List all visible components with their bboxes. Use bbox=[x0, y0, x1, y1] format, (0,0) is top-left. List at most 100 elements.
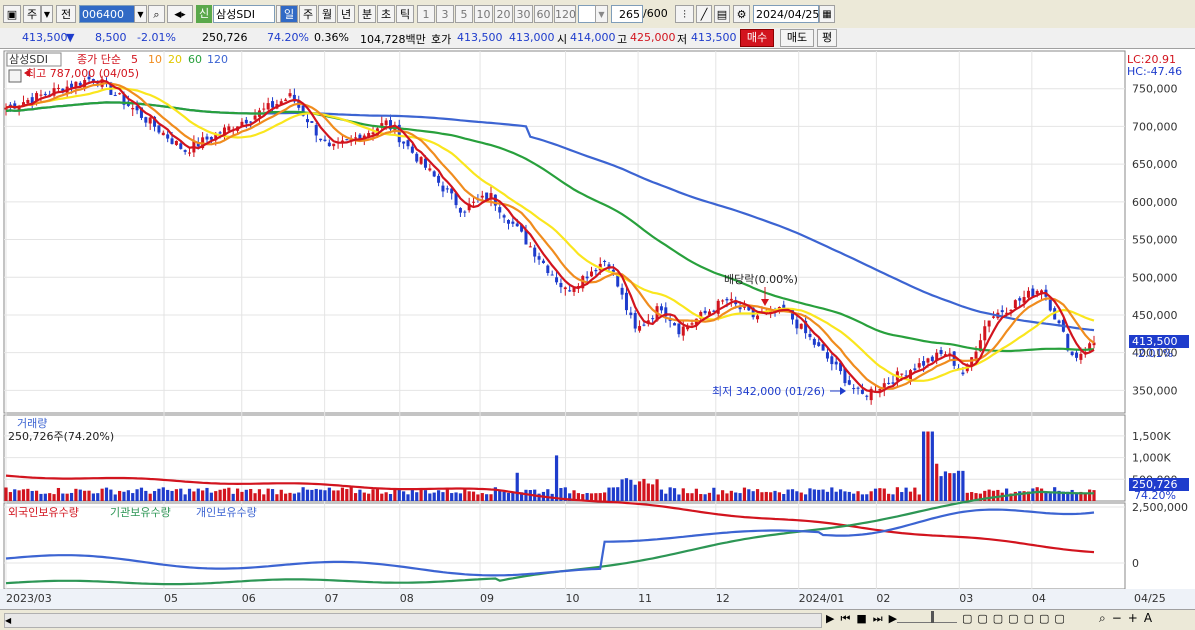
interval-5-button[interactable]: 5 bbox=[455, 5, 473, 23]
volume-bar bbox=[952, 473, 956, 501]
period-day-button[interactable]: 일 bbox=[280, 5, 298, 23]
current-price: 413,500 bbox=[22, 31, 68, 44]
zoom-slider[interactable] bbox=[897, 611, 957, 623]
interval-10-button[interactable]: 10 bbox=[474, 5, 493, 23]
candle-body bbox=[939, 350, 943, 354]
candle-body bbox=[222, 127, 226, 137]
stock-chart[interactable]: 750,000 700,000 650,000 600,000 550,000 500,0… bbox=[0, 49, 1195, 609]
candle-body bbox=[74, 81, 78, 89]
horizontal-scrollbar[interactable]: ◀ bbox=[4, 613, 822, 628]
candle-body bbox=[887, 382, 891, 384]
period-year-button[interactable]: 년 bbox=[337, 5, 355, 23]
stock-code-input[interactable]: 006400 bbox=[79, 5, 135, 23]
view-layout-icons[interactable]: ▢▢▢▢▢▢▢ bbox=[962, 612, 1070, 625]
zoom-slider-handle[interactable] bbox=[931, 611, 934, 623]
candle-body bbox=[402, 141, 406, 144]
candle-body bbox=[533, 247, 537, 257]
volume-bar bbox=[873, 488, 878, 501]
volume-bar bbox=[930, 431, 934, 501]
count-input[interactable]: 265 bbox=[611, 5, 643, 23]
candle-body bbox=[148, 117, 152, 124]
volume-bar bbox=[441, 492, 445, 501]
table-icon[interactable] bbox=[8, 69, 22, 83]
candle-body bbox=[974, 351, 978, 359]
price-tick-label: 700,000 bbox=[1132, 120, 1178, 133]
candle-body bbox=[987, 320, 991, 327]
volume-bar bbox=[1070, 489, 1074, 501]
volume-bar bbox=[148, 493, 152, 501]
save-icon[interactable]: ▤ bbox=[714, 5, 730, 23]
volume-bar bbox=[987, 489, 991, 501]
volume-bar bbox=[830, 487, 834, 501]
volume-bar bbox=[371, 489, 375, 501]
front-button[interactable]: 전 bbox=[56, 5, 76, 23]
sell-button[interactable]: 매도 bbox=[780, 29, 814, 47]
candle-body bbox=[843, 367, 847, 384]
foreign-holdings-line bbox=[5, 474, 1095, 554]
drawing-tool-icon[interactable]: ╱ bbox=[696, 5, 712, 23]
candle-body bbox=[371, 132, 375, 135]
zoom-icons[interactable]: ⌕−+A bbox=[1099, 611, 1159, 625]
scroll-left-icon[interactable]: ◀ bbox=[5, 616, 12, 625]
candle-body bbox=[21, 102, 25, 106]
interval-60-button[interactable]: 60 bbox=[534, 5, 553, 23]
candle-body bbox=[445, 188, 449, 190]
calendar-icon[interactable]: ▦ bbox=[819, 5, 835, 23]
candle-body bbox=[406, 140, 410, 147]
volume-bar bbox=[1022, 491, 1026, 501]
view-type-dropdown-icon[interactable]: ▼ bbox=[41, 5, 53, 23]
ask-price: 413,500 bbox=[457, 31, 503, 44]
interval-120-button[interactable]: 120 bbox=[554, 5, 576, 23]
view-type-button[interactable]: 주 bbox=[23, 5, 41, 23]
candle-body bbox=[506, 220, 510, 224]
volume-bar bbox=[887, 493, 891, 501]
period-tick-button[interactable]: 틱 bbox=[396, 5, 414, 23]
candle-body bbox=[244, 119, 248, 124]
date-input[interactable]: 2024/04/25 bbox=[753, 5, 819, 23]
volume-bar bbox=[865, 494, 869, 501]
volume-bar bbox=[620, 479, 624, 501]
volume-bar bbox=[445, 487, 449, 501]
candle-body bbox=[118, 93, 122, 95]
time-tick-label: 09 bbox=[480, 592, 494, 605]
volume-bar bbox=[738, 493, 742, 501]
volume-bar bbox=[576, 493, 581, 501]
volume-bar bbox=[655, 479, 659, 501]
chart-type-icon[interactable]: ⫶ bbox=[675, 5, 694, 23]
volume-bar bbox=[78, 489, 82, 501]
high-label: 고 bbox=[617, 33, 628, 46]
legend-ma60: 60 bbox=[188, 53, 202, 66]
period-week-button[interactable]: 주 bbox=[299, 5, 317, 23]
candle-body bbox=[651, 318, 655, 320]
y-axis-area bbox=[1126, 51, 1194, 589]
volume-bar bbox=[838, 489, 843, 501]
volume-bar bbox=[214, 491, 218, 501]
interval-20-button[interactable]: 20 bbox=[494, 5, 513, 23]
period-second-button[interactable]: 초 bbox=[377, 5, 395, 23]
candle-body bbox=[869, 388, 873, 401]
period-minute-button[interactable]: 분 bbox=[358, 5, 376, 23]
search-icon[interactable]: ⌕ bbox=[148, 5, 165, 23]
volume-bar bbox=[1079, 491, 1083, 501]
buy-button[interactable]: 매수 bbox=[740, 29, 774, 47]
speaker-icon[interactable]: ◀▸ bbox=[167, 5, 193, 23]
candle-body bbox=[590, 271, 594, 277]
gear-icon[interactable]: ⚙ bbox=[733, 5, 750, 23]
candle-body bbox=[498, 207, 502, 213]
period-month-button[interactable]: 월 bbox=[318, 5, 336, 23]
interval-30-button[interactable]: 30 bbox=[514, 5, 533, 23]
candle-body bbox=[284, 99, 288, 102]
scroll-nav-icons[interactable]: ▶⏮■⏭▶ bbox=[826, 612, 904, 625]
evaluation-button[interactable]: 평 bbox=[817, 29, 837, 47]
stock-name-field[interactable]: 삼성SDI bbox=[213, 5, 275, 23]
trade-amount: 104,728백만 bbox=[360, 33, 426, 46]
interval-1-button[interactable]: 1 bbox=[417, 5, 435, 23]
time-tick-label: 2024/01 bbox=[799, 592, 845, 605]
window-menu-icon[interactable]: ▣ bbox=[3, 5, 21, 23]
interval-3-button[interactable]: 3 bbox=[436, 5, 454, 23]
code-dropdown-icon[interactable]: ▼ bbox=[134, 5, 147, 23]
price-tick-label: 400,000 bbox=[1132, 347, 1178, 360]
interval-dropdown-icon[interactable]: ▼ bbox=[595, 5, 608, 23]
volume-bar bbox=[524, 489, 528, 501]
candle-body bbox=[1026, 290, 1030, 298]
